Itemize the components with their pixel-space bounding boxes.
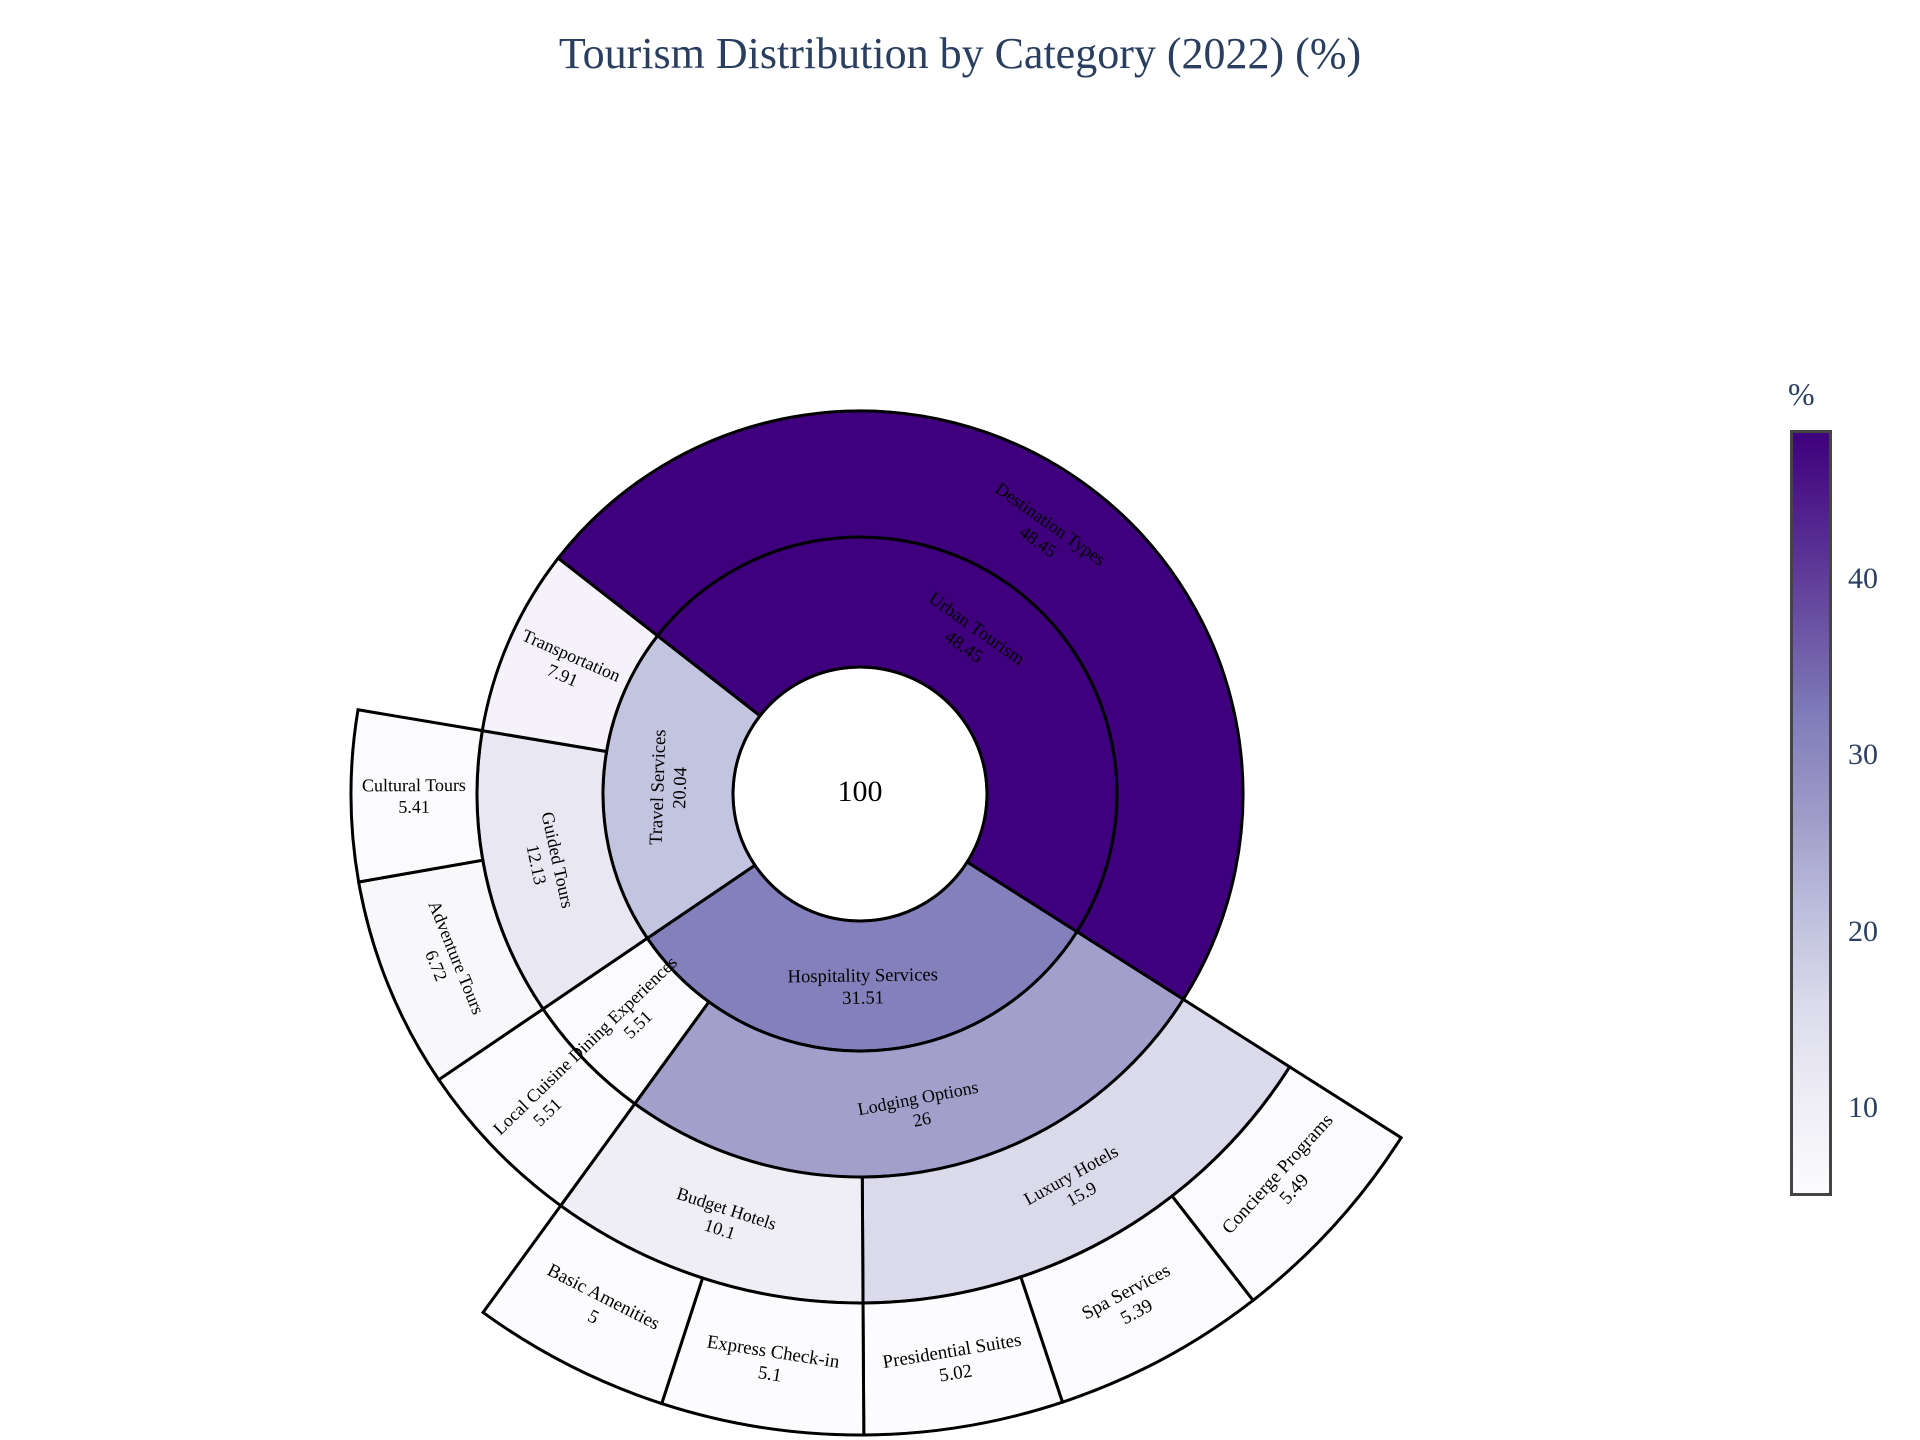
chart-title: Tourism Distribution by Category (2022) …: [558, 29, 1362, 78]
sunburst-label-travel-services: Travel Services20.04: [646, 729, 693, 846]
sunburst-segment-cultural-tours[interactable]: [349, 708, 485, 884]
sunburst-label-cultural-tours: Cultural Tours 5.41: [362, 775, 466, 817]
sunburst-segment-destination-types[interactable]: [556, 409, 1245, 1002]
colorbar-tick: 30: [1848, 738, 1878, 772]
colorbar-tick: 10: [1848, 1090, 1878, 1124]
colorbar-tick: 20: [1848, 914, 1878, 948]
colorbar-tick: 40: [1848, 561, 1878, 595]
sunburst-segment-transportation[interactable]: [480, 556, 660, 754]
sunburst-root-value: 100: [838, 775, 883, 808]
sunburst-segment-basic-amenities[interactable]: [480, 1203, 705, 1406]
colorbar: [1790, 430, 1832, 1196]
colorbar-title: %: [1788, 376, 1815, 412]
sunburst-label-hospitality-services: Hospitality Services31.51: [787, 964, 938, 1010]
